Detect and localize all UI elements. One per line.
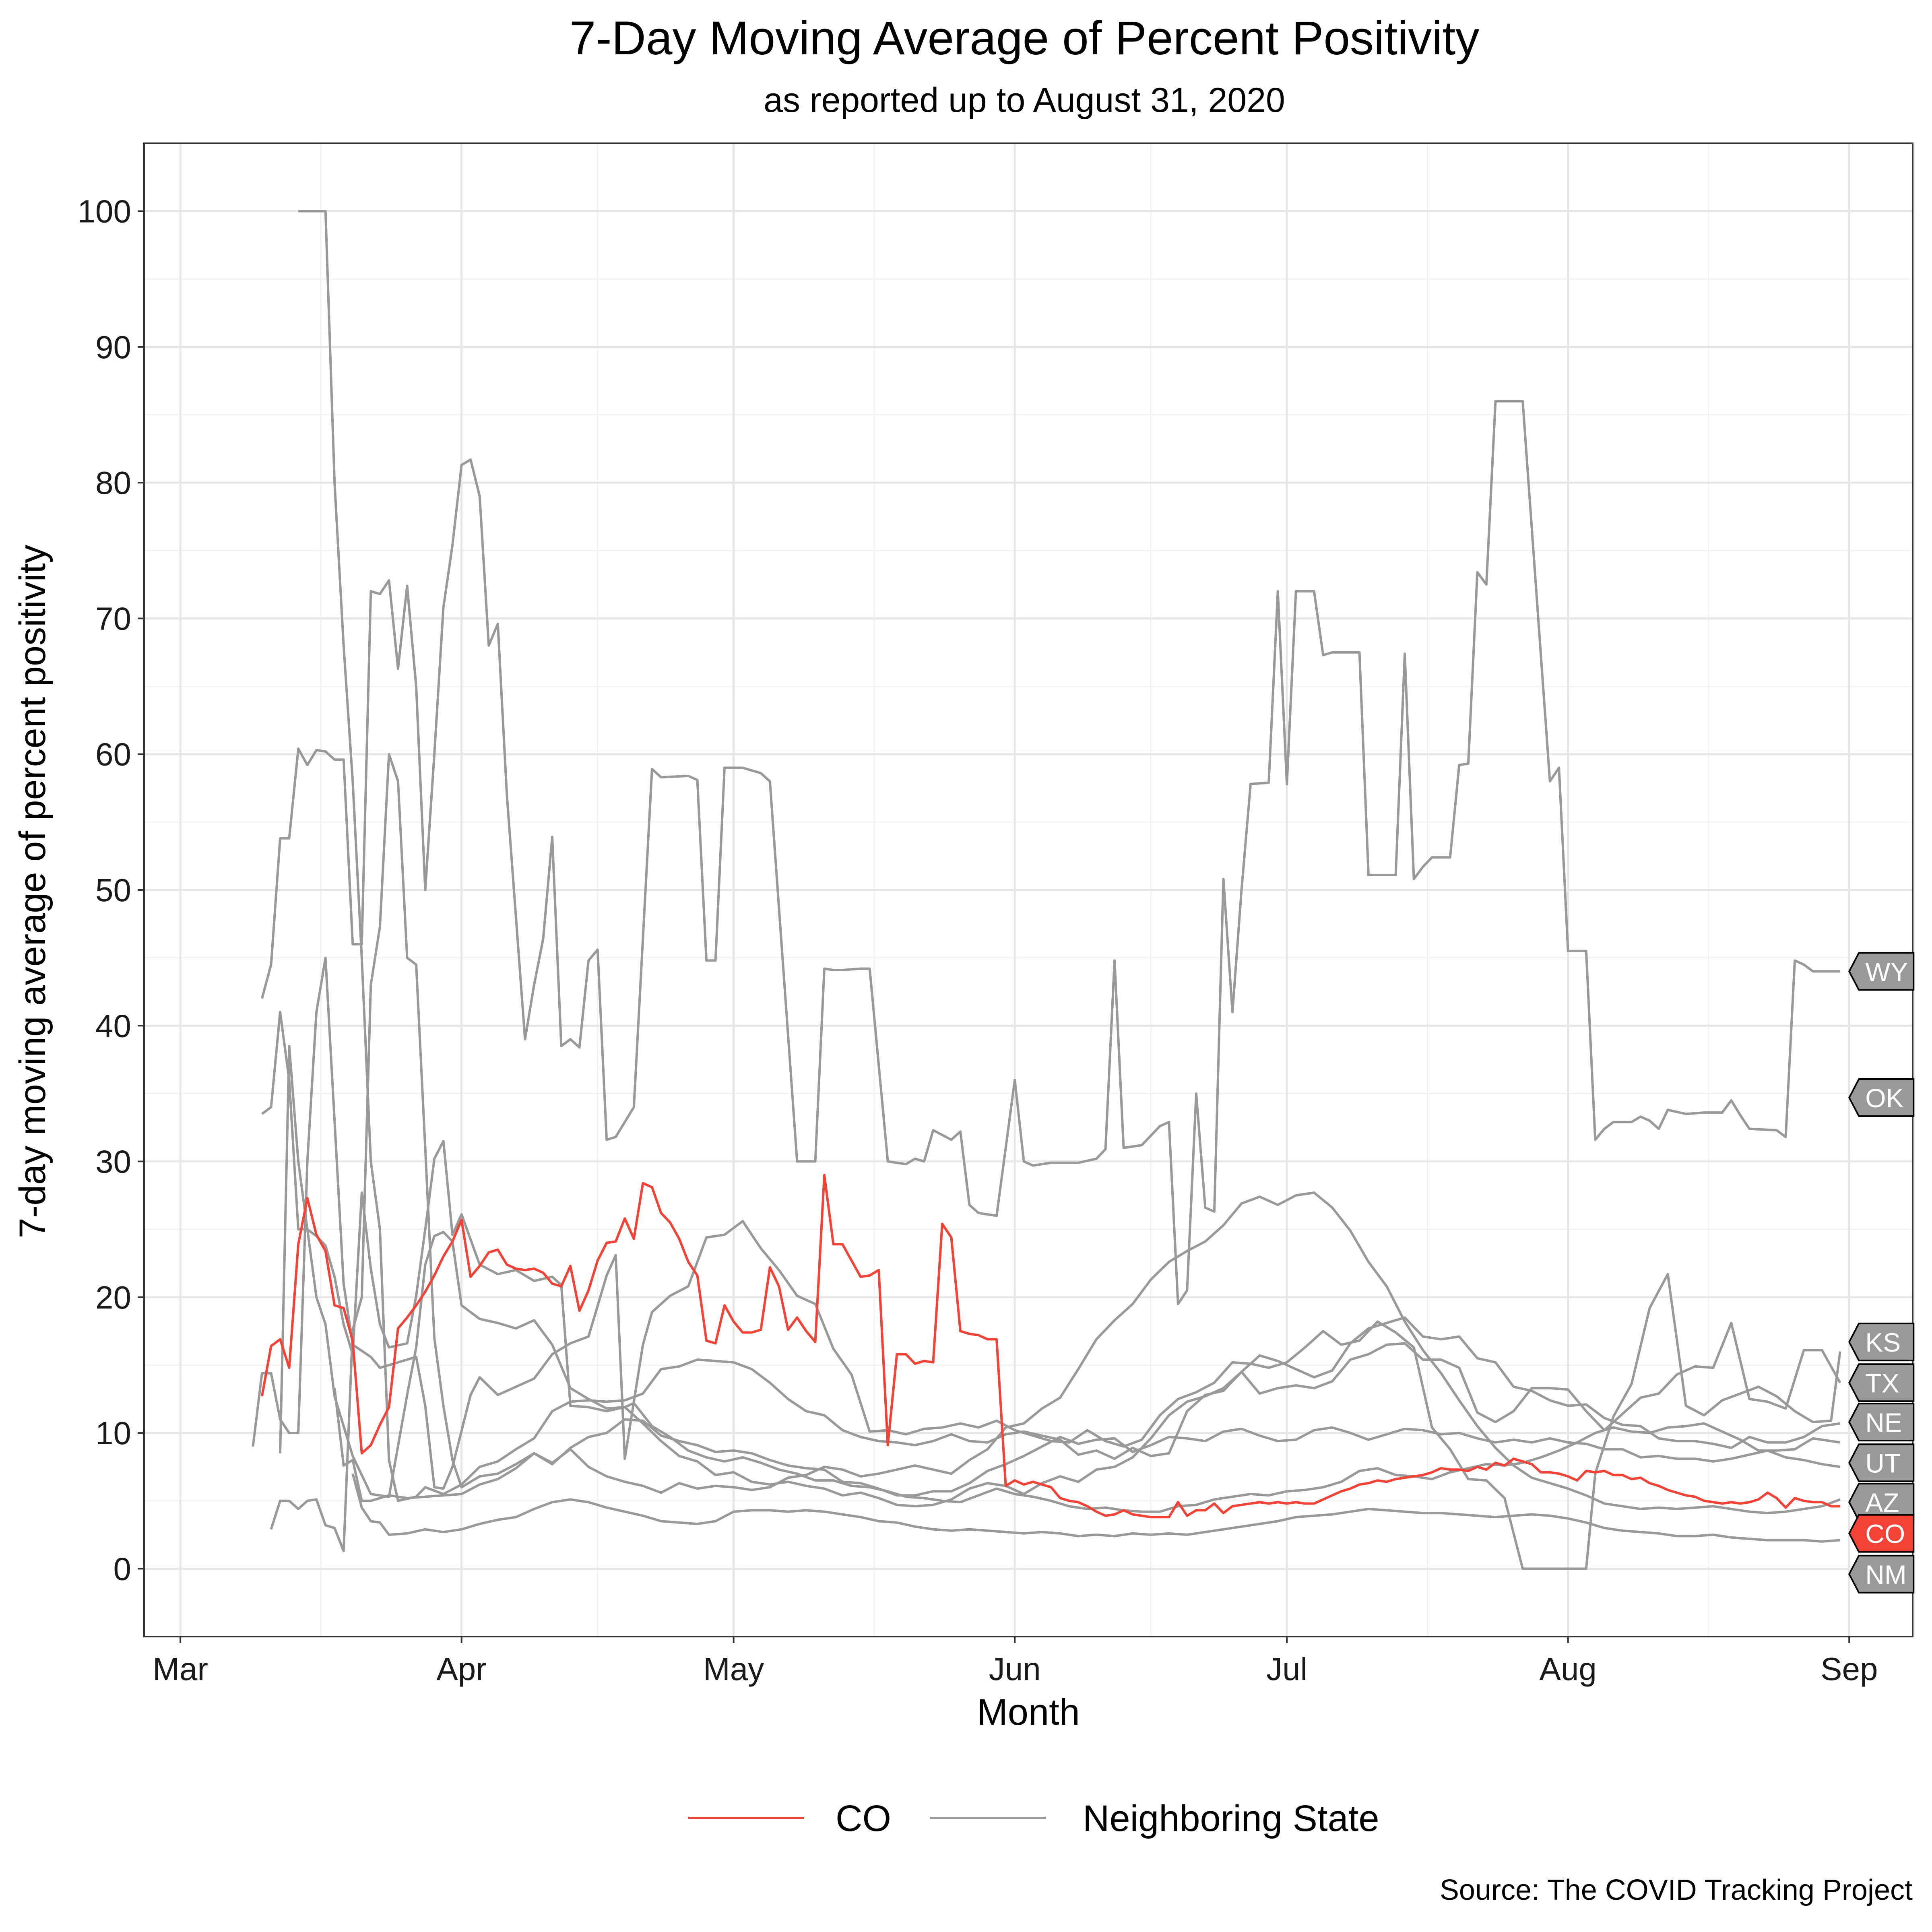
series-lines (252, 210, 1841, 1570)
end-label-text-ut: UT (1865, 1448, 1901, 1478)
y-tick-label: 90 (95, 329, 131, 365)
y-axis-title: 7-day moving average of percent positivi… (12, 545, 53, 1238)
y-tick-label: 30 (95, 1144, 131, 1180)
y-tick-label: 40 (95, 1008, 131, 1044)
series-line-wy (261, 400, 1840, 1305)
x-tick-label: Sep (1821, 1651, 1878, 1687)
y-tick-label: 60 (95, 737, 131, 772)
x-tick-label: Aug (1540, 1651, 1597, 1687)
end-label-box-ne (1848, 1403, 1915, 1442)
series-line-co (260, 1174, 1840, 1519)
end-label-text-tx: TX (1865, 1368, 1899, 1398)
end-label-box-ut (1848, 1443, 1915, 1482)
end-label-box-ks (1848, 1323, 1915, 1362)
x-tick-label: May (703, 1651, 764, 1687)
end-label-text-ne: NE (1865, 1408, 1902, 1437)
end-label-box-wy (1848, 952, 1915, 991)
end-label-text-nm: NM (1865, 1560, 1907, 1589)
y-tick-label: 10 (95, 1415, 131, 1451)
y-tick-label: 20 (95, 1280, 131, 1315)
series-line-ks (252, 956, 1841, 1570)
legend-label-0: CO (836, 1798, 891, 1839)
end-label-box-co (1848, 1514, 1915, 1553)
end-label-text-az: AZ (1865, 1488, 1899, 1517)
end-label-box-tx (1848, 1363, 1915, 1402)
series-line-nm (351, 1473, 1840, 1543)
y-tick-label: 80 (95, 465, 131, 501)
end-label-text-co: CO (1865, 1519, 1905, 1549)
y-tick-label: 70 (95, 601, 131, 636)
y-tick-label: 100 (78, 194, 131, 229)
legend: CO Neighboring State (688, 1798, 1379, 1839)
series-line-ne (261, 1011, 1841, 1513)
end-label-text-ok: OK (1865, 1083, 1903, 1113)
end-label-box-ok (1848, 1078, 1915, 1117)
end-label-text-wy: WY (1865, 957, 1908, 987)
y-axis: 0 10 20 30 40 50 60 70 80 90 100 (78, 194, 144, 1587)
end-label-text-ks: KS (1865, 1327, 1901, 1357)
chart-caption: Source: The COVID Tracking Project (1440, 1874, 1913, 1906)
series-line-az (270, 753, 1841, 1552)
grid (144, 143, 1913, 1637)
series-line-ok (298, 210, 1841, 1502)
chart-subtitle: as reported up to August 31, 2020 (764, 81, 1285, 120)
y-tick-label: 0 (114, 1551, 132, 1587)
chart-title: 7-Day Moving Average of Percent Positivi… (570, 12, 1480, 65)
x-tick-label: Jul (1266, 1651, 1307, 1687)
x-tick-label: Mar (153, 1651, 208, 1687)
x-tick-label: Jun (989, 1651, 1041, 1687)
end-label-box-nm (1848, 1554, 1915, 1593)
y-tick-label: 50 (95, 872, 131, 908)
x-tick-label: Apr (436, 1651, 487, 1687)
legend-label-1: Neighboring State (1083, 1798, 1379, 1839)
x-axis-title: Month (977, 1692, 1080, 1733)
x-axis: Mar Apr May Jun Jul Aug Sep (153, 1637, 1878, 1687)
